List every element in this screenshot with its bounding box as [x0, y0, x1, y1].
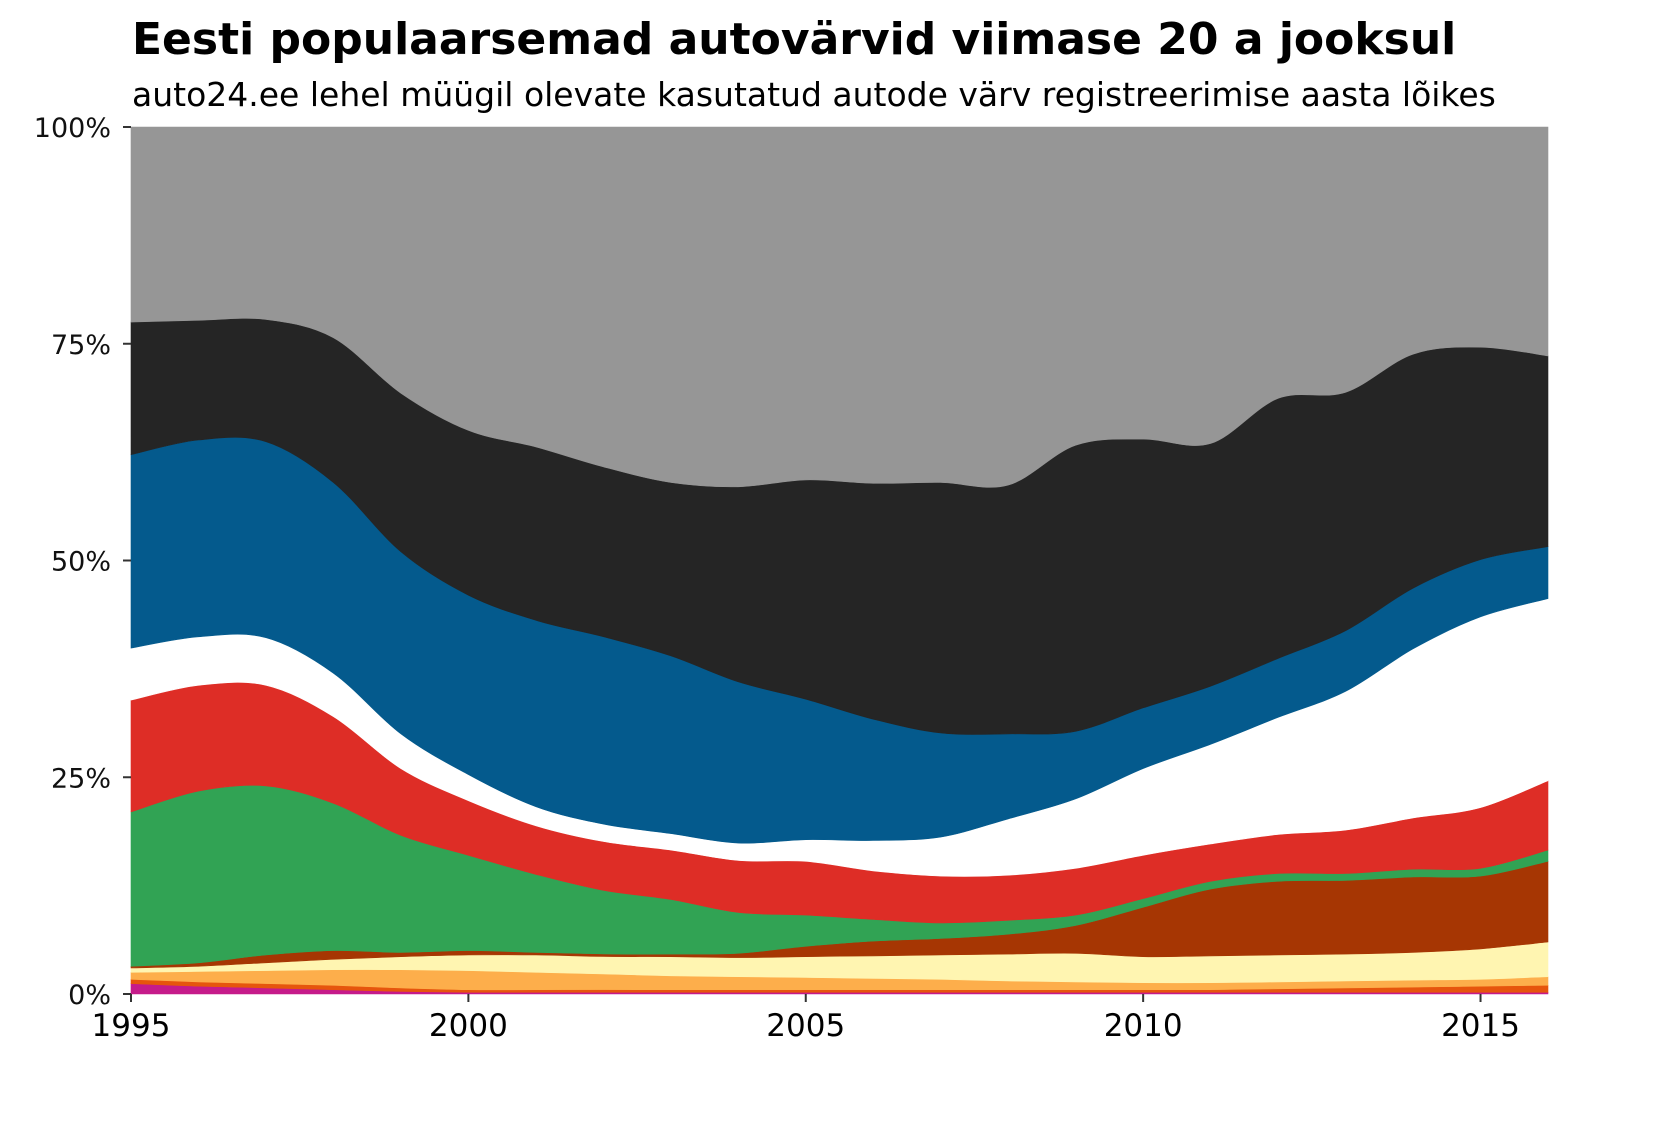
area-layers	[130, 126, 1549, 995]
x-tick-label: 1995	[92, 1008, 171, 1044]
x-tick-label: 2005	[766, 1008, 845, 1044]
x-tick-label: 2010	[1104, 1008, 1183, 1044]
y-tick-label: 50%	[51, 547, 111, 578]
area-hall	[130, 126, 1549, 488]
x-tick-label: 2015	[1441, 1008, 1520, 1044]
y-axis: 0% 25% 50% 75% 100%	[34, 113, 131, 1011]
chart-title: Eesti populaarsemad autovärvid viimase 2…	[132, 14, 1457, 65]
y-tick-label: 100%	[34, 113, 111, 144]
y-tick-label: 75%	[51, 330, 111, 361]
y-tick-label: 25%	[51, 763, 111, 794]
x-axis: 1995 2000 2005 2010 2015	[92, 994, 1520, 1044]
x-tick-label: 2000	[429, 1008, 508, 1044]
chart-subtitle: auto24.ee lehel müügil olevate kasutatud…	[132, 75, 1496, 114]
y-tick-label: 0%	[68, 980, 111, 1011]
